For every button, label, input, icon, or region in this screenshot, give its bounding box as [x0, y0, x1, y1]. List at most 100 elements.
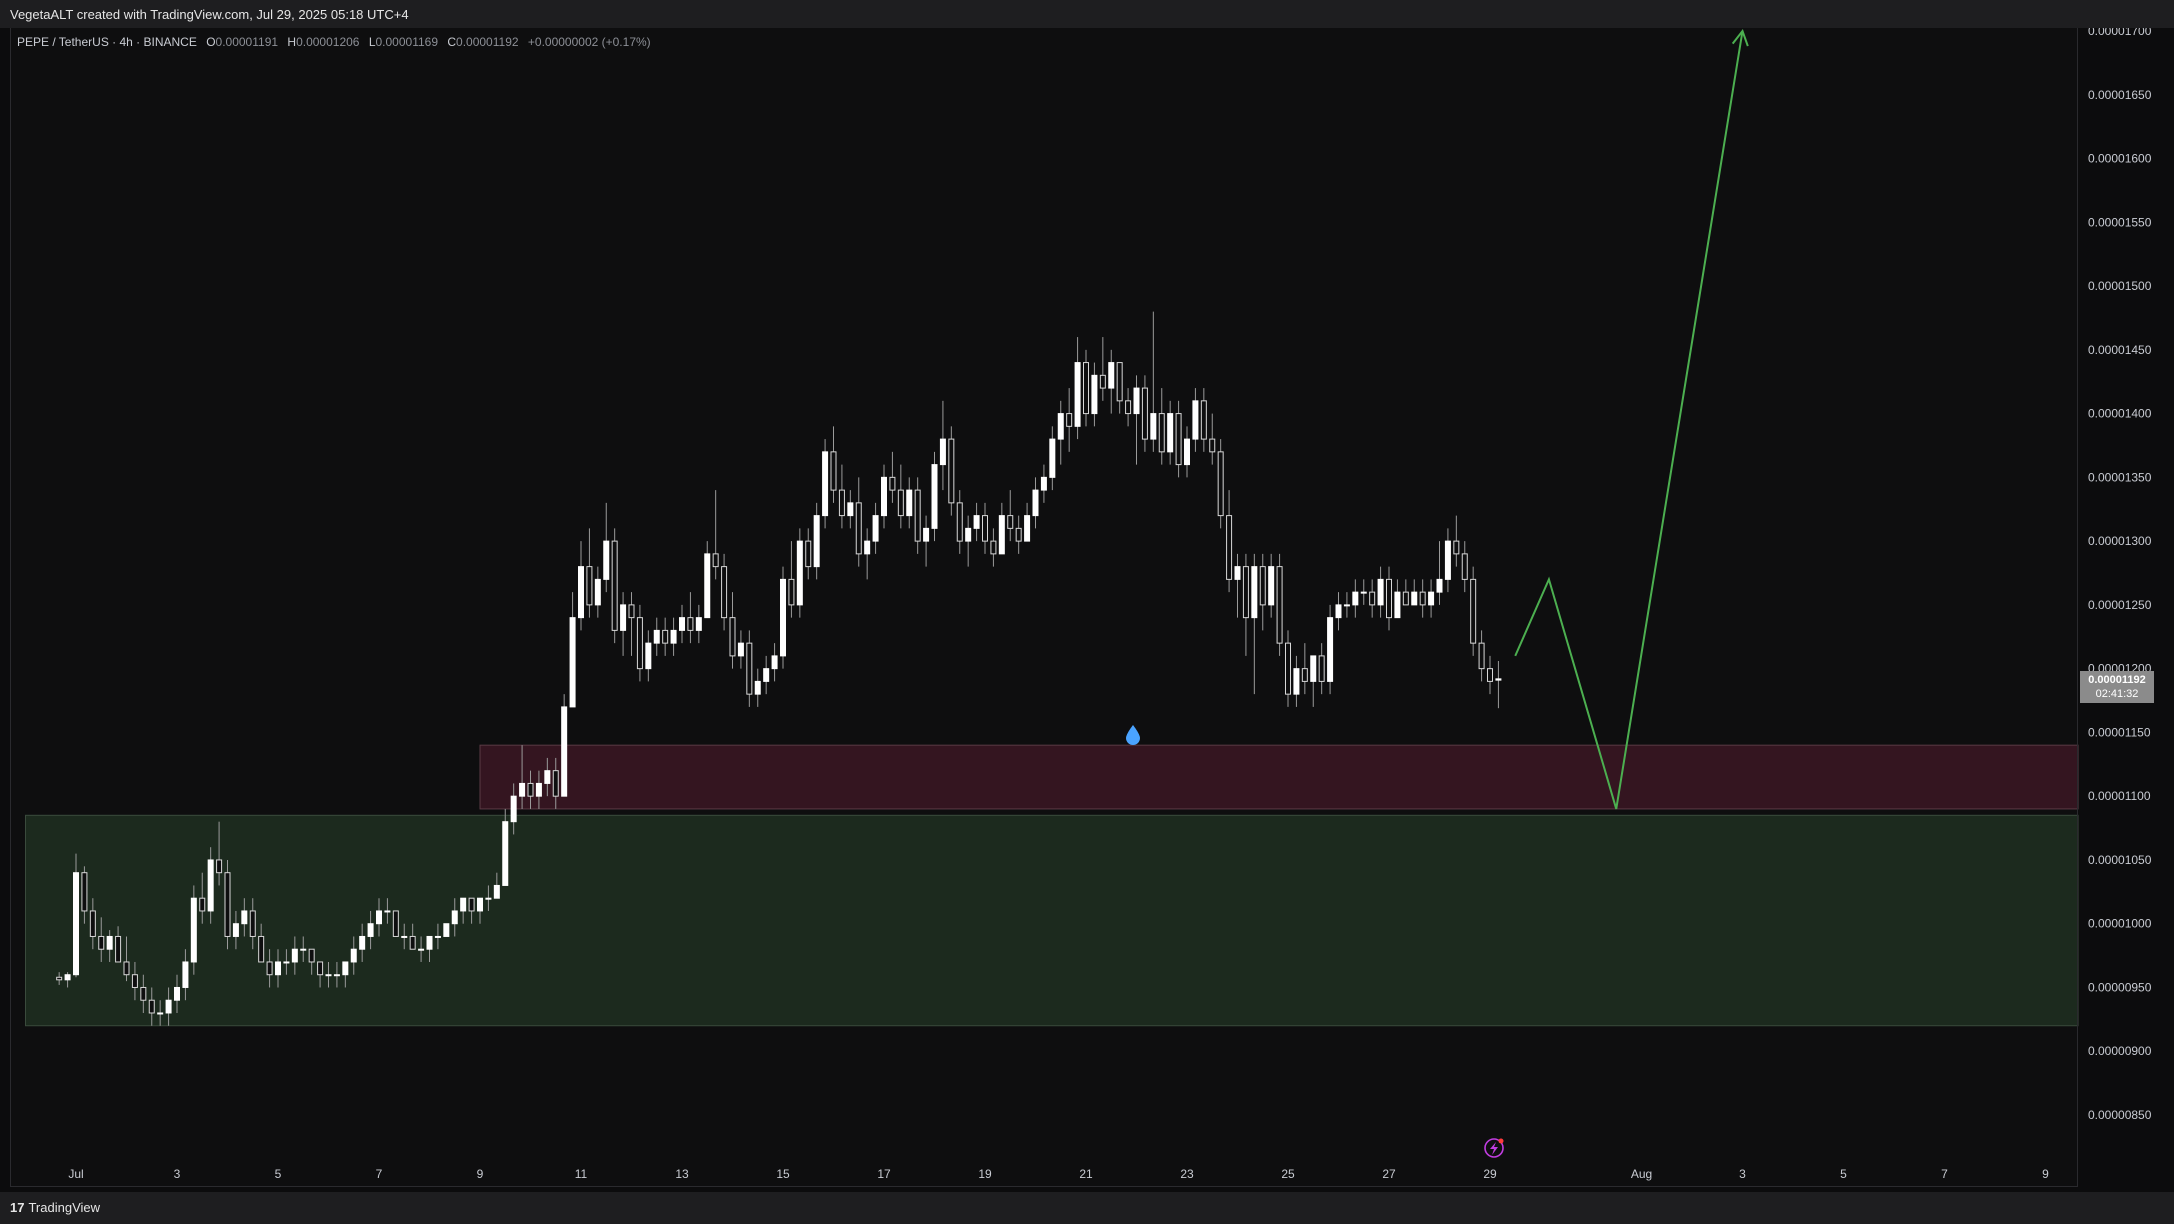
time-tick-label: 5 — [1840, 1167, 1847, 1181]
footer-bar — [0, 1192, 2174, 1224]
time-tick-label: 3 — [174, 1167, 181, 1181]
candle — [923, 515, 930, 567]
candle-body — [115, 935, 122, 963]
support-zone[interactable] — [25, 814, 2079, 1027]
lightning-bolt-icon[interactable] — [1484, 1138, 1504, 1158]
candle — [1184, 426, 1190, 478]
candle-body — [1200, 400, 1207, 440]
candle-body — [855, 502, 862, 555]
candle — [620, 592, 627, 656]
candle — [367, 910, 374, 950]
candle-body — [754, 680, 761, 695]
candle-body — [990, 540, 997, 555]
candle-body — [998, 515, 1005, 555]
candle — [1428, 579, 1435, 618]
candle — [561, 694, 568, 797]
candle — [409, 923, 416, 950]
time-tick-label: 7 — [1941, 1167, 1948, 1181]
resistance-zone[interactable] — [479, 744, 2079, 810]
candle — [897, 464, 904, 529]
price-tick-label: 0.00001450 — [2088, 343, 2152, 357]
candle — [1116, 362, 1123, 414]
tradingview-logo[interactable]: 17 TradingView — [10, 1200, 100, 1215]
candle-body — [468, 897, 475, 912]
candle-body — [308, 948, 315, 963]
candle — [838, 464, 845, 529]
candle-body — [1024, 515, 1031, 542]
candle-body — [653, 629, 660, 644]
price-axis[interactable]: 0.000017000.000016500.000016000.00001550… — [2088, 24, 2152, 1122]
candle — [1318, 643, 1325, 695]
candle-body — [670, 629, 677, 644]
candle-body — [1192, 400, 1199, 440]
candle — [1360, 579, 1367, 605]
candle-body — [586, 566, 593, 606]
candle — [1478, 630, 1485, 682]
candle-body — [350, 948, 357, 963]
legend-symbol[interactable]: PEPE / TetherUS · 4h · BINANCE — [17, 35, 197, 49]
candle-body — [956, 502, 963, 542]
candle-body — [662, 629, 669, 644]
candle — [140, 974, 147, 1013]
candle-body — [392, 910, 399, 937]
time-tick-label: 29 — [1483, 1167, 1497, 1181]
candle — [123, 936, 130, 982]
candle-body — [881, 476, 887, 517]
candle-body — [864, 540, 871, 555]
symbol-legend[interactable]: PEPE / TetherUS · 4h · BINANCE O0.000011… — [17, 35, 651, 49]
candle — [653, 617, 660, 656]
candle — [796, 528, 803, 618]
candle-body — [1150, 413, 1157, 440]
candle — [1015, 515, 1022, 554]
candle — [325, 961, 332, 988]
candle-body — [1133, 387, 1140, 415]
candle-body — [1394, 591, 1401, 619]
candle — [1175, 400, 1182, 478]
candle-body — [763, 668, 770, 682]
candle-body — [1226, 515, 1233, 580]
candle — [1268, 553, 1275, 618]
candle — [1158, 388, 1165, 465]
candle-body — [1040, 476, 1047, 491]
candle — [1352, 579, 1359, 618]
time-tick-label: 3 — [1739, 1167, 1746, 1181]
candle-body — [300, 948, 307, 951]
candle-body — [1268, 566, 1275, 606]
candle-body — [603, 540, 610, 580]
candle-body — [982, 515, 988, 542]
time-axis[interactable]: Jul 3 5 7 9 11 13 15 17 19 21 23 25 27 29 Aug 3 5 7 9 — [68, 1167, 2049, 1181]
candle — [737, 630, 744, 669]
candle-body — [830, 451, 837, 491]
candle — [106, 930, 113, 962]
candle — [148, 987, 155, 1026]
projection-path[interactable] — [1514, 30, 1744, 810]
candle — [241, 898, 248, 937]
candle — [1251, 553, 1258, 695]
candle — [1242, 553, 1249, 656]
candle-body — [527, 782, 534, 797]
candle — [291, 936, 298, 975]
candle-body — [510, 795, 517, 823]
candle-body — [64, 974, 71, 981]
candle-body — [729, 617, 736, 657]
candle — [1209, 413, 1216, 465]
candle — [1310, 655, 1317, 707]
candle — [1040, 464, 1047, 503]
candle-body — [376, 910, 382, 925]
candle-body — [174, 986, 180, 1001]
legend-change: +0.00000002 (+0.17%) — [527, 35, 651, 49]
candle-body — [106, 935, 113, 950]
candle — [174, 974, 180, 1013]
candle-body — [973, 515, 980, 529]
candle-body — [275, 961, 281, 976]
candle — [249, 898, 256, 950]
candle — [258, 923, 265, 963]
candle-body — [325, 974, 332, 977]
candle — [704, 541, 711, 619]
candle-body — [1386, 578, 1392, 619]
candle — [418, 936, 425, 962]
water-drop-icon[interactable] — [1126, 725, 1140, 745]
candle-body — [822, 451, 829, 517]
time-tick-label: 9 — [477, 1167, 484, 1181]
